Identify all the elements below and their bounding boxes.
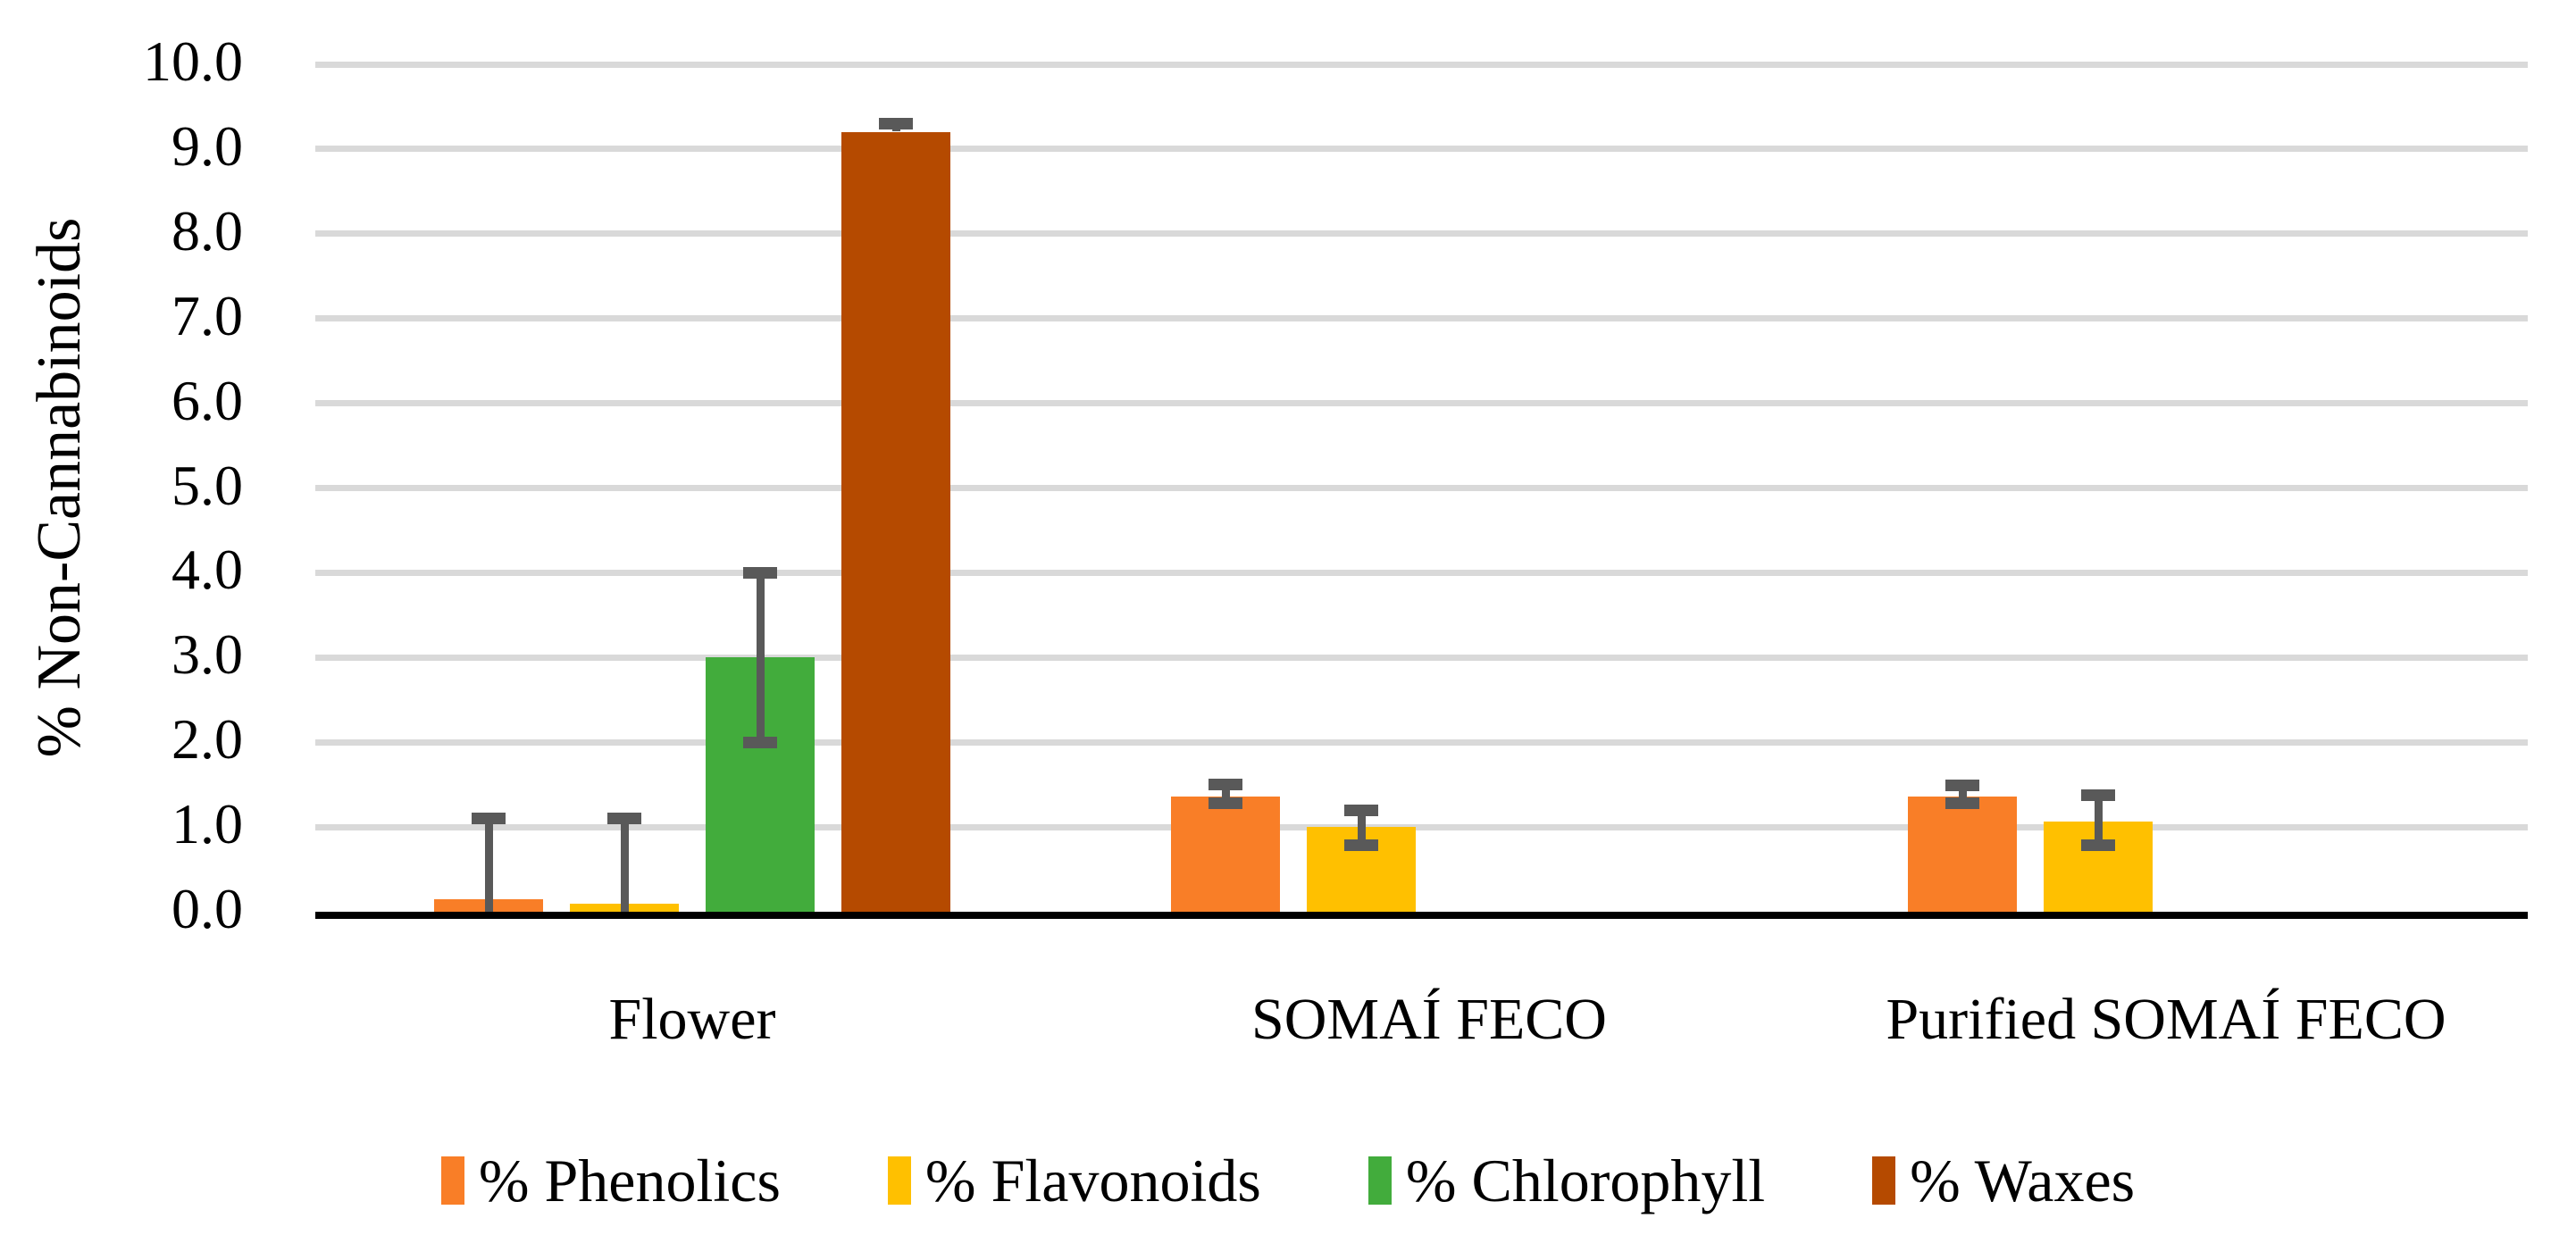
legend-label: % Chlorophyll xyxy=(1405,1146,1766,1214)
y-tick-label: 5.0 xyxy=(171,454,243,518)
x-axis-line xyxy=(315,912,2528,919)
gridline xyxy=(315,400,2528,406)
gridline xyxy=(315,62,2528,68)
y-tick-label: 8.0 xyxy=(171,199,243,263)
gridline xyxy=(315,824,2528,830)
y-tick-label: 6.0 xyxy=(171,369,243,433)
legend: % Phenolics % Flavonoids % Chlorophyll % Wa… xyxy=(0,1136,2576,1225)
y-tick-label: 2.0 xyxy=(171,707,243,772)
y-tick-label: 0.0 xyxy=(171,877,243,941)
gridline xyxy=(315,230,2528,237)
legend-swatch-waxes xyxy=(1872,1156,1896,1205)
y-tick-label: 7.0 xyxy=(171,284,243,348)
gridline xyxy=(315,146,2528,152)
error-bar-cap xyxy=(1344,805,1378,816)
error-bar-cap xyxy=(1945,797,1979,809)
error-bar-cap xyxy=(879,118,913,129)
legend-swatch-chlorophyll xyxy=(1367,1156,1392,1205)
error-bar-cap xyxy=(743,737,777,748)
gridline xyxy=(315,485,2528,491)
legend-label: % Flavonoids xyxy=(924,1146,1261,1214)
error-bar-cap xyxy=(2081,789,2115,801)
legend-item-chlorophyll: % Chlorophyll xyxy=(1367,1146,1766,1216)
gridline xyxy=(315,315,2528,321)
legend-swatch-phenolics xyxy=(440,1156,464,1205)
legend-label: % Phenolics xyxy=(478,1146,781,1214)
error-bar-cap xyxy=(743,567,777,579)
gridline xyxy=(315,655,2528,661)
error-bar-stem xyxy=(1959,786,1967,804)
error-bar-cap xyxy=(607,813,641,824)
y-tick-label: 10.0 xyxy=(143,29,243,94)
y-tick-label: 1.0 xyxy=(171,792,243,856)
y-tick-label: 3.0 xyxy=(171,622,243,687)
category-label: Purified SOMAÍ FECO xyxy=(1886,987,2446,1052)
bar-waxes-1 xyxy=(841,132,950,912)
error-bar-cap xyxy=(1344,839,1378,851)
legend-item-waxes: % Waxes xyxy=(1872,1146,2135,1216)
gridline xyxy=(315,739,2528,746)
y-tick-label: 4.0 xyxy=(171,538,243,602)
error-bar-cap xyxy=(1209,779,1242,790)
category-label: SOMAÍ FECO xyxy=(1251,987,1607,1052)
error-bar-cap xyxy=(2081,839,2115,851)
legend-item-phenolics: % Phenolics xyxy=(440,1146,781,1216)
error-bar-stem xyxy=(1358,810,1366,846)
error-bar-stem xyxy=(1222,785,1230,804)
legend-item-flavonoids: % Flavonoids xyxy=(887,1146,1261,1216)
error-bar-cap xyxy=(472,813,506,824)
error-bar-stem xyxy=(485,819,493,912)
error-bar-cap xyxy=(1945,780,1979,791)
y-tick-label: 9.0 xyxy=(171,114,243,179)
category-label: Flower xyxy=(608,987,776,1052)
error-bar-stem xyxy=(2095,796,2103,846)
legend-swatch-flavonoids xyxy=(887,1156,911,1205)
error-bar-cap xyxy=(1209,797,1242,809)
bar-phenolics-2 xyxy=(1171,797,1280,912)
error-bar-stem xyxy=(621,819,629,912)
legend-label: % Waxes xyxy=(1910,1146,2136,1214)
gridline xyxy=(315,570,2528,576)
bar-phenolics-3 xyxy=(1908,797,2017,912)
error-bar-stem xyxy=(757,572,765,742)
